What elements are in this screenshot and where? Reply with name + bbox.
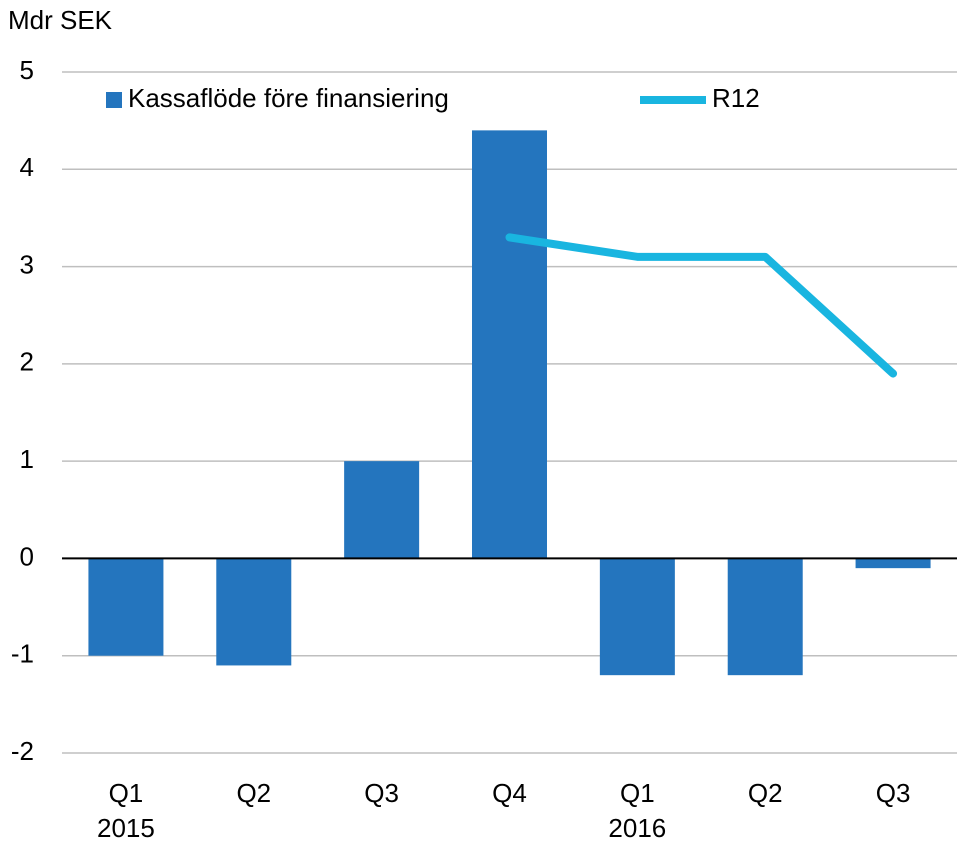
legend-label: R12 (712, 83, 760, 113)
bar (344, 461, 420, 559)
bar (727, 558, 803, 676)
x-tick-label: Q1 (620, 778, 655, 808)
legend-label: Kassaflöde före finansiering (128, 83, 449, 113)
y-tick-label: 4 (20, 152, 34, 182)
y-tick-label: 1 (20, 444, 34, 474)
legend-swatch (106, 92, 122, 108)
bar (599, 558, 675, 676)
x-tick-label: Q2 (236, 778, 271, 808)
y-tick-label: 3 (20, 249, 34, 279)
y-tick-label: 2 (20, 347, 34, 377)
x-tick-label: Q2 (748, 778, 783, 808)
bar (216, 558, 292, 666)
y-tick-label: 0 (20, 541, 34, 571)
x-tick-label: Q1 (109, 778, 144, 808)
x-tick-label: Q4 (492, 778, 527, 808)
bar (855, 558, 931, 569)
y-axis-label: Mdr SEK (8, 5, 113, 35)
bar (472, 130, 547, 559)
bar (88, 558, 164, 656)
line (505, 233, 898, 378)
y-tick-label: -1 (11, 639, 34, 669)
x-group-label: 2015 (97, 813, 155, 843)
y-tick-label: 5 (20, 55, 34, 85)
y-tick-label: -2 (11, 736, 34, 766)
x-group-label: 2016 (608, 813, 666, 843)
x-tick-label: Q3 (364, 778, 399, 808)
x-tick-label: Q3 (876, 778, 911, 808)
